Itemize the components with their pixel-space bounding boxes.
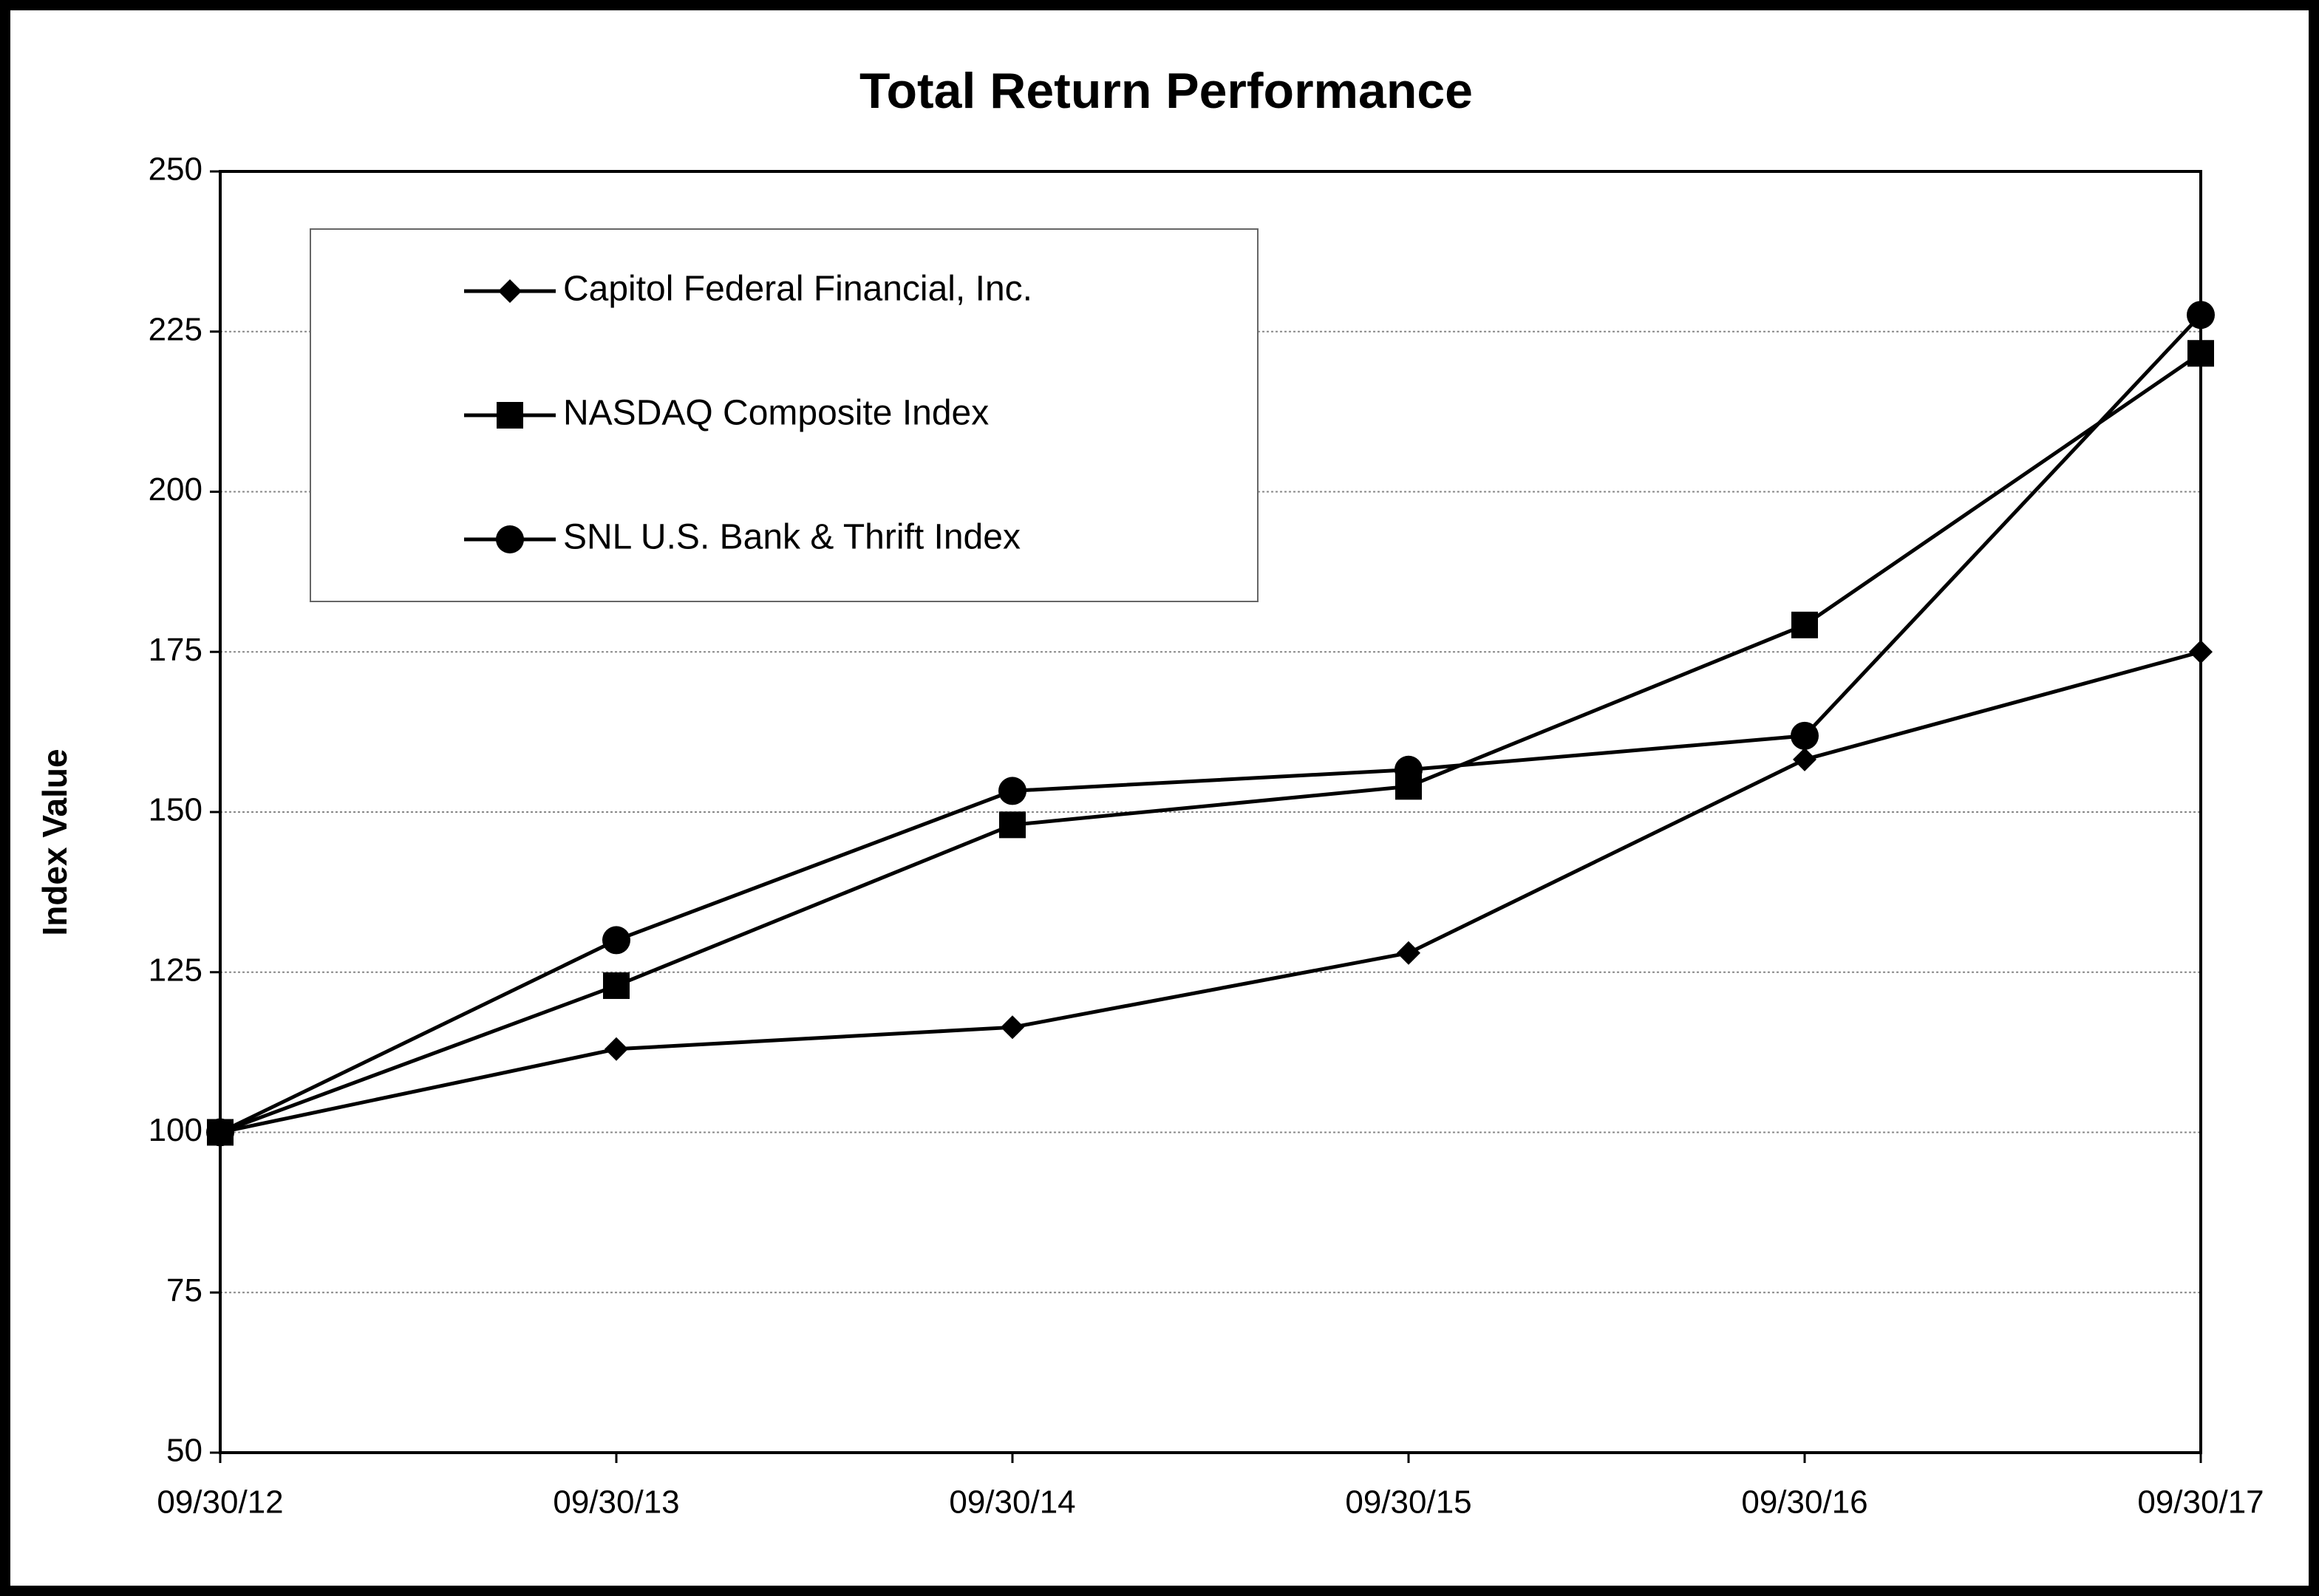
- marker: [2187, 301, 2215, 330]
- legend-label: SNL U.S. Bank & Thrift Index: [563, 518, 1021, 557]
- y-tick-label: 250: [149, 151, 202, 188]
- x-tick-label: 09/30/12: [157, 1484, 283, 1521]
- x-tick-label: 09/30/16: [1741, 1484, 1867, 1521]
- marker: [496, 525, 524, 553]
- marker: [2187, 340, 2214, 367]
- y-axis-label: Index Value: [35, 748, 74, 935]
- series-line: [219, 649, 2201, 1134]
- x-tick-label: 09/30/17: [2137, 1484, 2264, 1521]
- series-line: [219, 313, 2202, 1134]
- marker: [1791, 721, 1819, 750]
- y-tick-label: 150: [149, 792, 202, 828]
- marker: [1001, 1015, 1024, 1040]
- marker: [498, 279, 522, 303]
- marker: [1793, 747, 1816, 771]
- marker: [1397, 941, 1420, 965]
- x-tick-label: 09/30/15: [1345, 1484, 1471, 1521]
- y-tick-label: 225: [149, 311, 202, 347]
- marker: [1395, 755, 1423, 784]
- marker: [998, 777, 1026, 805]
- marker: [497, 402, 523, 429]
- y-tick-label: 200: [149, 471, 202, 508]
- y-tick-label: 125: [149, 952, 202, 988]
- plot-frame: [219, 170, 2202, 1454]
- series-line: [219, 352, 2202, 1134]
- marker: [2189, 640, 2213, 664]
- y-tick-label: 75: [166, 1272, 202, 1309]
- x-tick-label: 09/30/14: [949, 1484, 1075, 1521]
- marker: [603, 972, 630, 999]
- marker: [605, 1037, 628, 1061]
- marker: [1791, 611, 1818, 638]
- y-tick-label: 100: [149, 1112, 202, 1148]
- marker: [999, 811, 1026, 839]
- legend-label: NASDAQ Composite Index: [563, 394, 989, 433]
- marker: [602, 926, 630, 955]
- chart-title: Total Return Performance: [859, 63, 1473, 119]
- y-tick-label: 175: [149, 632, 202, 668]
- y-tick-label: 50: [166, 1433, 202, 1469]
- legend-label: Capitol Federal Financial, Inc.: [563, 270, 1032, 309]
- marker: [206, 1118, 234, 1147]
- x-tick-label: 09/30/13: [553, 1484, 679, 1521]
